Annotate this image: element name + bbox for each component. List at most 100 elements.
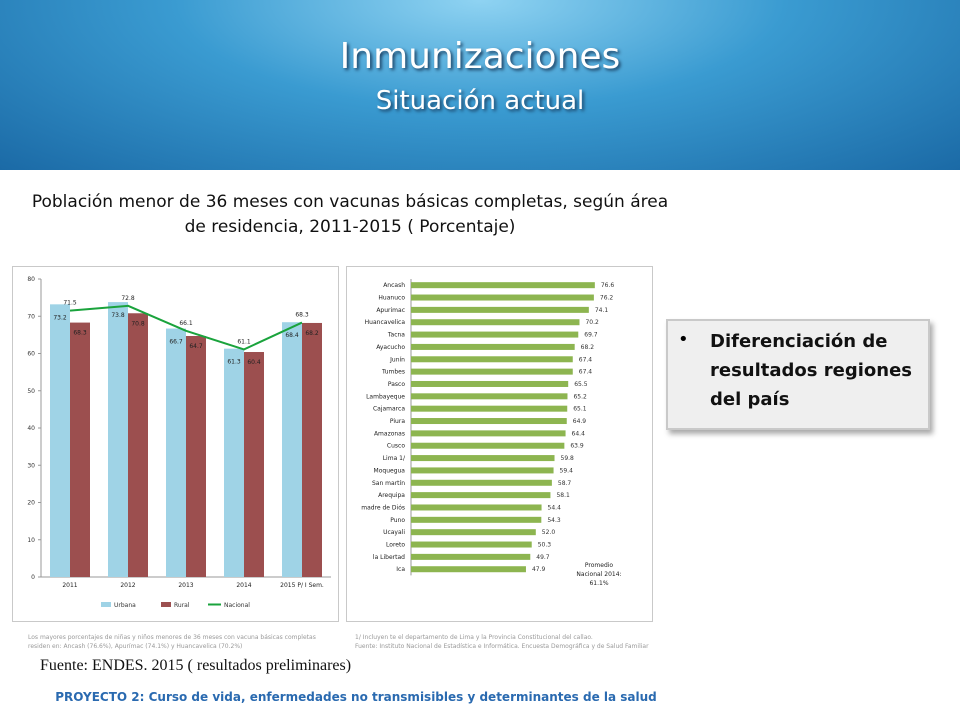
bar-region (411, 319, 580, 326)
category-label: Moquegua (374, 467, 406, 474)
right-chart-panel: Ancash 76.6 Huanuco 76.2 Apurimac 74.1 Huancav… (346, 266, 653, 622)
bar-region (411, 418, 567, 425)
callout-text: Diferenciación de resultados regiones de… (710, 331, 913, 410)
category-label: Lima 1/ (383, 455, 406, 462)
bar-region (411, 405, 568, 412)
data-label-rural: 70.8 (131, 320, 145, 327)
category-label: Ica (396, 566, 405, 573)
category-label: Arequipa (378, 492, 405, 499)
bar-region (411, 393, 568, 400)
data-label-nacional: 72.8 (121, 295, 135, 302)
chart-title: Población menor de 36 meses con vacunas … (31, 192, 669, 237)
data-label-nacional: 68.3 (295, 312, 309, 319)
data-label: 54.3 (547, 517, 561, 524)
data-label: 54.4 (548, 504, 562, 511)
source-text: Fuente: ENDES. 2015 ( resultados prelimi… (40, 657, 352, 674)
data-label: 50.3 (538, 542, 552, 549)
bar-urbana (50, 304, 70, 577)
data-label: 63.9 (570, 443, 584, 450)
y-tick-label: 50 (27, 388, 35, 395)
x-tick-label: 2015 P/ I Sem. (280, 582, 324, 589)
data-label-nacional: 66.1 (179, 320, 193, 327)
data-label: 70.2 (585, 319, 599, 326)
slide-title: Inmunizaciones (339, 36, 621, 77)
category-label: Ucayali (383, 529, 405, 536)
bar-region (411, 553, 531, 560)
data-label: 64.4 (572, 430, 586, 437)
bar-region (411, 343, 575, 350)
bar-region (411, 282, 595, 289)
footer-text: PROYECTO 2: Curso de vida, enfermedades … (55, 690, 657, 704)
bar-region (411, 529, 536, 536)
data-label-urbana: 73.2 (53, 314, 67, 321)
bar-urbana (282, 322, 302, 577)
y-tick-label: 10 (27, 537, 35, 544)
category-label: Amazonas (374, 430, 405, 437)
category-label: Tumbes (381, 369, 405, 376)
x-tick-label: 2012 (120, 582, 135, 589)
x-tick-label: 2014 (236, 582, 251, 589)
bar-rural (244, 352, 264, 577)
bar-region (411, 442, 565, 449)
bar-rural (302, 322, 322, 577)
left-bar-chart: 0 10 20 30 40 50 60 70 80 73.2 68.3 2011 73.8 70.8 201… (27, 276, 331, 609)
category-label: Apurimac (376, 307, 405, 314)
slide-subtitle: Situación actual (375, 86, 585, 116)
data-label: 76.6 (601, 282, 615, 289)
bar-region (411, 380, 569, 387)
bar-region (411, 455, 555, 462)
data-label: 47.9 (532, 566, 546, 573)
right-bar-chart: Ancash 76.6 Huanuco 76.2 Apurimac 74.1 Huancav… (361, 279, 622, 587)
bar-region (411, 430, 566, 437)
data-label: 49.7 (536, 554, 550, 561)
x-tick-label: 2011 (62, 582, 77, 589)
category-label: Huancavelica (365, 319, 406, 326)
bar-urbana (108, 302, 128, 577)
bar-region (411, 541, 532, 548)
category-label: Ancash (383, 282, 405, 289)
bar-region (411, 566, 526, 573)
category-label: Ayacucho (376, 344, 405, 351)
callout-box: • Diferenciación de resultados regiones … (666, 319, 930, 430)
right-note-line: 1/ Incluyen te el departamento de Lima y… (355, 634, 593, 641)
bar-rural (70, 322, 90, 577)
y-tick-label: 0 (31, 574, 35, 581)
data-label: 67.4 (579, 369, 593, 376)
line-nacional (69, 304, 303, 351)
category-label: Huanuco (378, 295, 405, 302)
legend-label-urbana: Urbana (114, 602, 136, 609)
data-label: 65.2 (573, 393, 587, 400)
data-label-rural: 60.4 (247, 359, 261, 366)
bar-region (411, 331, 579, 338)
data-label: 59.4 (560, 467, 574, 474)
x-tick-label: 2013 (178, 582, 193, 589)
category-label: Pasco (388, 381, 405, 388)
category-label: madre de Diós (361, 504, 405, 511)
bullet-icon: • (678, 329, 689, 350)
legend-swatch-rural (161, 602, 171, 607)
y-tick-label: 20 (27, 500, 35, 507)
bar-urbana (224, 348, 244, 577)
y-tick-label: 60 (27, 351, 35, 358)
y-tick-label: 40 (27, 425, 35, 432)
left-chart-panel: 0 10 20 30 40 50 60 70 80 73.2 68.3 2011 73.8 70.8 201… (12, 266, 339, 622)
data-label: 65.5 (574, 381, 588, 388)
y-tick-label: 80 (27, 276, 35, 283)
bar-rural (128, 313, 148, 577)
data-label-nacional: 61.1 (237, 338, 251, 345)
category-label: Tacna (387, 332, 405, 339)
bar-rural (186, 335, 206, 577)
right-note: 1/ Incluyen te el departamento de Lima y… (355, 633, 665, 651)
category-label: Cajamarca (373, 406, 405, 413)
data-label-rural: 64.7 (189, 343, 203, 350)
category-label: San martín (372, 480, 405, 487)
legend-label-rural: Rural (174, 602, 190, 609)
data-label-rural: 68.2 (305, 330, 319, 337)
right-note-line: Fuente: Instituto Nacional de Estadístic… (355, 643, 649, 650)
data-label: 58.7 (558, 480, 572, 487)
data-label: 52.0 (542, 529, 556, 536)
data-label: 65.1 (573, 406, 587, 413)
category-label: Junín (389, 356, 405, 363)
data-label: 64.9 (573, 418, 587, 425)
bar-region (411, 479, 552, 486)
